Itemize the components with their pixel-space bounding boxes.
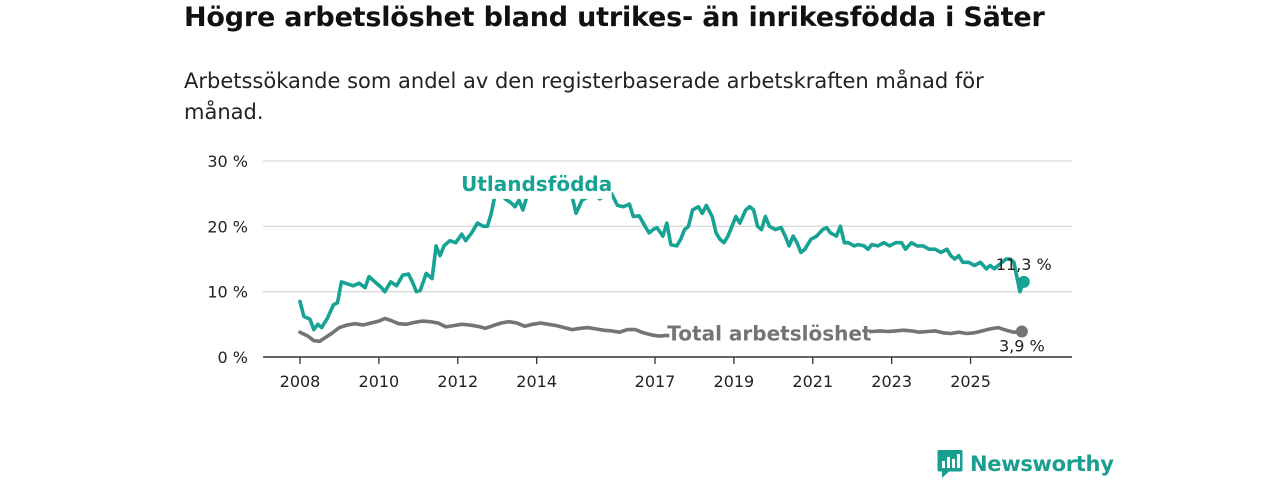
- endpoint-label-total: 3,9 %: [999, 337, 1045, 356]
- brand-logo: Newsworthy: [937, 449, 1114, 479]
- x-tick-label: 2025: [950, 372, 991, 391]
- series-label-foreign: Utlandsfödda: [461, 172, 612, 196]
- y-tick-label: 0 %: [218, 348, 248, 367]
- endpoint-marker-total: [1015, 325, 1028, 338]
- series-label-total: Total arbetslöshet: [667, 321, 872, 345]
- x-tick-label: 2014: [516, 372, 557, 391]
- y-tick-label: 30 %: [207, 152, 248, 171]
- chart-title: Högre arbetslöshet bland utrikes- än inr…: [184, 2, 1045, 33]
- endpoint-label-foreign: 11,3 %: [996, 255, 1052, 274]
- x-tick-label: 2010: [359, 372, 400, 391]
- y-tick-label: 20 %: [207, 217, 248, 236]
- endpoint-marker-foreign: [1017, 275, 1030, 288]
- x-tick-label: 2012: [437, 372, 478, 391]
- x-tick-label: 2019: [714, 372, 755, 391]
- x-tick-label: 2017: [635, 372, 676, 391]
- x-tick-label: 2021: [792, 372, 833, 391]
- series-line-foreign: [298, 178, 1026, 332]
- series-line-total: [298, 316, 1024, 344]
- x-tick-label: 2023: [871, 372, 912, 391]
- x-tick-label: 2008: [280, 372, 321, 391]
- newsworthy-logo-icon: [937, 450, 963, 478]
- chart-subtitle: Arbetssökande som andel av den registerb…: [184, 69, 984, 124]
- y-tick-label: 10 %: [207, 283, 248, 302]
- brand-name: Newsworthy: [970, 452, 1114, 476]
